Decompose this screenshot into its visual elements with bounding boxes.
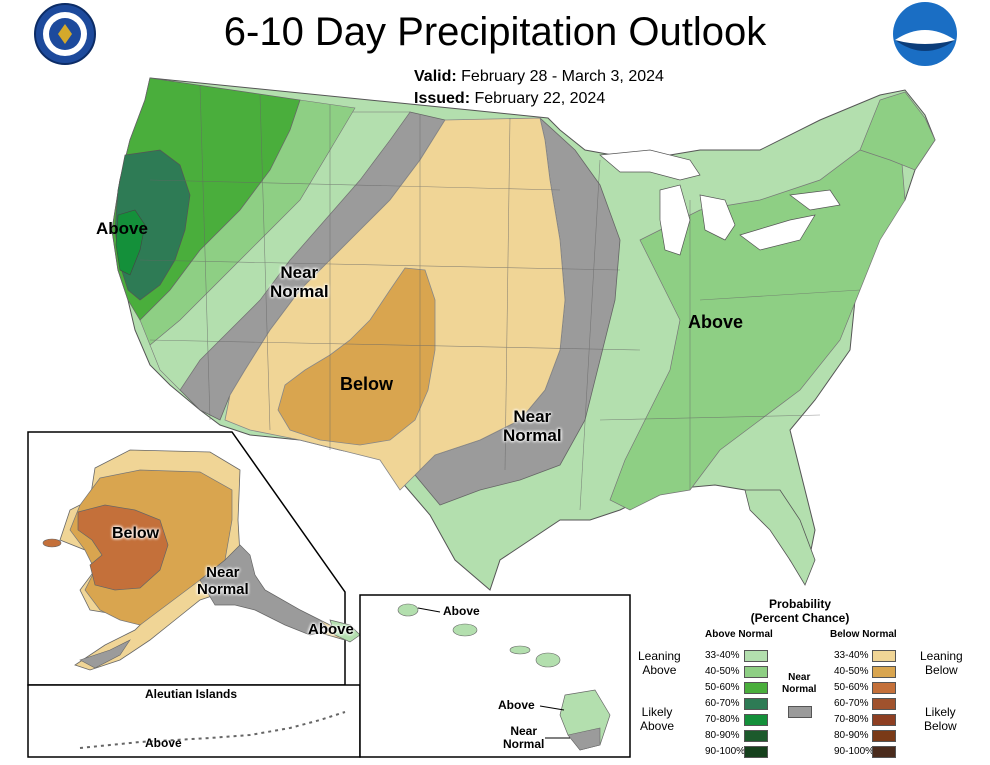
legend-near-swatch	[788, 706, 812, 718]
legend-below-header: Below Normal	[830, 629, 897, 640]
legend-above-range-label: 50-60%	[705, 682, 740, 693]
label-east-above: Above	[688, 312, 744, 332]
issued-line: Issued: February 22, 2024	[414, 90, 605, 108]
legend-below-swatch	[872, 666, 896, 678]
commerce-seal-icon	[34, 3, 96, 65]
oahu	[452, 623, 478, 637]
alaska-peninsula	[79, 639, 131, 669]
hawaii-inset	[359, 594, 631, 758]
aleutian-above: Above	[145, 736, 182, 750]
alaska-50-60	[77, 504, 169, 591]
legend-above-range-label: 90-100%	[705, 746, 746, 757]
alaska-label-near-normal: Near Normal	[197, 564, 249, 598]
legend-below-range-label: 50-60%	[834, 682, 869, 693]
west-70-80	[115, 209, 146, 276]
florida	[744, 489, 816, 586]
legend-below-range-label: 90-100%	[834, 746, 875, 757]
maui	[535, 652, 561, 668]
alaska-panhandle-above	[329, 619, 361, 643]
legend-above-swatch	[744, 682, 768, 694]
legend-above-range-label: 80-90%	[705, 730, 740, 741]
legend-above-swatch	[744, 714, 768, 726]
legend-likely-below: Likely Below	[924, 705, 957, 733]
great-lakes	[599, 149, 841, 256]
hawaii-label-above-big-island: Above	[498, 698, 535, 712]
valid-label: Valid:	[414, 68, 457, 85]
legend-above-header: Above Normal	[705, 629, 773, 640]
legend-above-range-label: 60-70%	[705, 698, 740, 709]
legend-near-label: Near Normal	[782, 672, 817, 695]
legend-leaning-above: Leaning Above	[638, 649, 681, 677]
legend-below-range-label: 80-90%	[834, 730, 869, 741]
alaska-inset	[27, 431, 361, 686]
alaska-label-below: Below	[112, 525, 160, 542]
legend-above-swatch	[744, 730, 768, 742]
noaa-logo-icon	[893, 2, 957, 66]
kauai	[397, 603, 419, 617]
legend-below-swatch	[872, 698, 896, 710]
valid-dates: February 28 - March 3, 2024	[461, 68, 664, 85]
label-west-above: Above	[96, 219, 148, 238]
legend-below-range-label: 60-70%	[834, 698, 869, 709]
aleutian-inset	[27, 684, 361, 758]
legend-above-swatch	[744, 746, 768, 758]
legend-above-swatch	[744, 698, 768, 710]
legend-below-swatch	[872, 650, 896, 662]
hawaii-label-above-top: Above	[443, 604, 480, 618]
label-below: Below	[340, 374, 394, 394]
legend-below-swatch	[872, 746, 896, 758]
alaska-near-normal	[199, 544, 331, 636]
ne-40-50-band	[859, 91, 936, 171]
page-title: 6-10 Day Precipitation Outlook	[223, 10, 767, 54]
legend-above-range-label: 70-80%	[705, 714, 740, 725]
legend-title: Probability (Percent Chance)	[750, 597, 850, 625]
aleutian-title: Aleutian Islands	[145, 687, 238, 701]
legend-below-swatch	[872, 714, 896, 726]
legend-above-range-label: 33-40%	[705, 650, 740, 661]
legend-above-range-label: 40-50%	[705, 666, 740, 677]
legend-below-range-label: 70-80%	[834, 714, 869, 725]
label-near-normal-south: Near Normal	[503, 407, 562, 445]
legend-below-range-label: 40-50%	[834, 666, 869, 677]
valid-line: Valid: February 28 - March 3, 2024	[414, 68, 664, 86]
legend-below-range-label: 33-40%	[834, 650, 869, 661]
legend-below-swatch	[872, 682, 896, 694]
legend-above-swatch	[744, 666, 768, 678]
molokai	[509, 645, 531, 655]
conus-map	[111, 77, 936, 591]
legend-likely-above: Likely Above	[640, 705, 675, 733]
below-40-50	[277, 267, 436, 446]
legend-above-swatch	[744, 650, 768, 662]
hawaii-label-near-normal: Near Normal	[503, 724, 545, 752]
issued-label: Issued:	[414, 90, 471, 107]
issued-date: February 22, 2024	[474, 90, 606, 107]
alaska-label-above: Above	[308, 621, 354, 638]
label-near-normal-west: Near Normal	[270, 263, 329, 301]
big-island-near-normal	[567, 727, 601, 751]
legend-below-swatch	[872, 730, 896, 742]
legend-leaning-below: Leaning Below	[920, 649, 963, 677]
st-lawrence-island	[42, 538, 62, 548]
state-borders	[139, 84, 861, 511]
